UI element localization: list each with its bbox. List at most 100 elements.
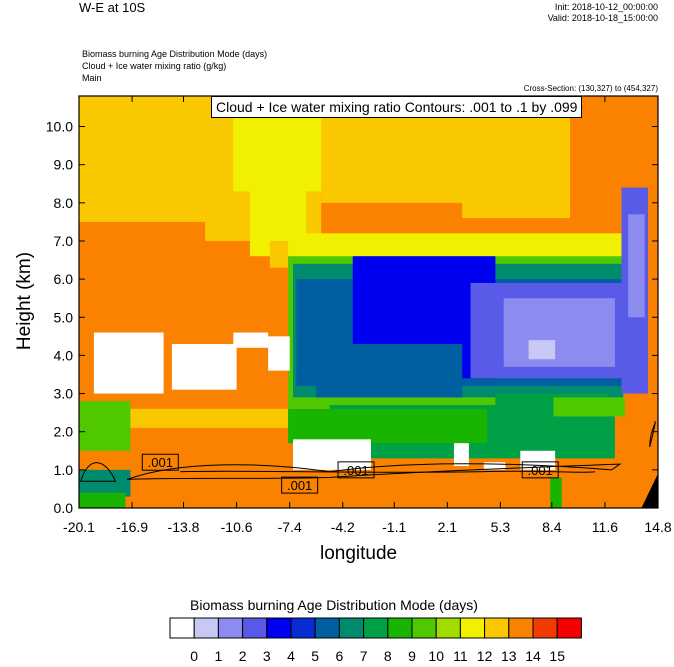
colorbar-swatch <box>193 617 219 639</box>
contour-lines: .001 .001 .001 .001 <box>79 421 656 494</box>
colorbar-swatch <box>290 617 316 639</box>
x-tick-label: -16.9 <box>116 519 148 535</box>
contour-line <box>126 463 622 480</box>
x-tick-label: -4.2 <box>331 519 355 535</box>
colorbar-swatch <box>411 617 437 639</box>
heatmap-cell <box>316 343 463 398</box>
contour-line <box>79 462 117 482</box>
heatmap-cell <box>483 462 506 470</box>
heatmap-cell <box>171 343 237 390</box>
colorbar-swatch <box>387 617 413 639</box>
heatmap-cell <box>79 401 131 451</box>
colorbar-label: 0 <box>190 648 198 664</box>
colorbar-label: 7 <box>360 648 368 664</box>
colorbar-label: 6 <box>336 648 344 664</box>
y-axis-label: Height (km) <box>14 251 35 351</box>
contour-label: .001 <box>337 461 375 479</box>
colorbar-swatch <box>338 617 365 639</box>
y-tick-label: 1.0 <box>54 462 74 478</box>
colorbar-swatch <box>435 617 461 639</box>
valid-time: Valid: 2018-10-18_15:00:00 <box>547 13 658 23</box>
x-tick-label: 2.1 <box>438 519 458 535</box>
y-tick-label: 5.0 <box>54 309 74 325</box>
x-tick-label: 14.8 <box>644 519 671 535</box>
heatmap-cell <box>79 492 126 508</box>
colorbar-label: 8 <box>384 648 392 664</box>
heatmap-cell <box>268 336 290 371</box>
x-tick-label: -20.1 <box>63 519 95 535</box>
contour-label: .001 <box>141 453 179 471</box>
colorbar-label: 10 <box>428 648 444 664</box>
colorbar-swatch <box>242 617 268 639</box>
axes: 0.0 1.0 2.0 3.0 4.0 5.0 6.0 7.0 8.0 9.0 10.0 -20.1 -… <box>46 95 672 535</box>
contour-label: .001 <box>281 476 319 494</box>
subtitle-line-2: Cloud + Ice water mixing ratio (g/kg) <box>82 61 227 71</box>
heatmap-cell <box>93 332 164 394</box>
contour-label: .001 <box>521 461 559 479</box>
y-tick-label: 3.0 <box>54 386 74 402</box>
heatmap-cell <box>550 477 562 508</box>
x-tick-label: 8.4 <box>542 519 562 535</box>
heatmap-cell <box>528 340 556 360</box>
colorbar-label: 9 <box>408 648 416 664</box>
subtitle-line-1: Biomass burning Age Distribution Mode (d… <box>82 49 268 59</box>
y-tick-label: 7.0 <box>54 233 74 249</box>
contour-label-box <box>141 453 179 471</box>
heatmap-cell <box>293 439 371 470</box>
heatmap-cell <box>288 408 488 444</box>
colorbar-swatch <box>217 617 244 639</box>
colorbar-label: 4 <box>287 648 295 664</box>
y-tick-label: 4.0 <box>54 347 74 363</box>
colorbar-swatch <box>459 617 486 639</box>
heatmap-cell <box>453 443 469 467</box>
colorbar-label: 2 <box>239 648 247 664</box>
heatmap-cell <box>79 408 330 428</box>
colorbar: 0 1 2 3 4 5 6 7 8 9 10 11 12 13 14 15 <box>169 617 582 664</box>
colorbar-label: 1 <box>215 648 223 664</box>
x-tick-label: -10.6 <box>221 519 253 535</box>
colorbar-swatch <box>266 617 292 639</box>
colorbar-swatch <box>508 617 534 639</box>
colorbar-swatch <box>363 617 389 639</box>
contour-label-text: .001 <box>343 463 368 478</box>
colorbar-swatch <box>556 617 582 639</box>
y-tick-label: 9.0 <box>54 157 74 173</box>
colorbar-label: 12 <box>477 648 493 664</box>
heatmap-cell <box>79 469 131 497</box>
contour-label-text: .001 <box>287 478 312 493</box>
x-tick-label: -1.1 <box>382 519 406 535</box>
contour-line <box>180 470 596 473</box>
colorbar-label: 3 <box>263 648 271 664</box>
colorbar-label: 15 <box>549 648 565 664</box>
colorbar-label: 13 <box>501 648 517 664</box>
contour-label-text: .001 <box>148 455 173 470</box>
y-tick-label: 6.0 <box>54 271 74 287</box>
heatmap-cell <box>553 397 625 417</box>
contour-label-box <box>521 461 559 479</box>
x-tick-label: 5.3 <box>491 519 511 535</box>
x-axis-label: longitude <box>320 543 398 564</box>
x-tick-label: -7.4 <box>278 519 302 535</box>
cross-section-label: Cross-Section: (130,327) to (454,327) <box>523 84 658 93</box>
heatmap-cell <box>79 96 230 222</box>
colorbar-label: 11 <box>453 648 468 664</box>
terrain-mask <box>641 473 658 508</box>
heatmap-cell <box>628 214 645 318</box>
y-tick-label: 8.0 <box>54 195 74 211</box>
plot-title: W-E at 10S <box>79 0 146 15</box>
subtitle-line-3: Main <box>82 73 102 83</box>
x-tick-label: -13.8 <box>168 519 200 535</box>
contour-info-box: Cloud + Ice water mixing ratio Contours:… <box>211 96 583 118</box>
heatmap-cell <box>233 332 269 348</box>
contour-line <box>649 421 656 448</box>
init-time: Init: 2018-10-12_00:00:00 <box>554 2 658 12</box>
colorbar-swatch <box>314 617 340 639</box>
colorbar-swatch <box>169 617 195 639</box>
y-tick-label: 2.0 <box>54 424 74 440</box>
colorbar-title: Biomass burning Age Distribution Mode (d… <box>190 597 478 613</box>
heatmap-cell <box>503 298 615 367</box>
colorbar-swatch <box>532 617 558 639</box>
x-tick-label: 11.6 <box>592 519 618 535</box>
colorbar-label: 5 <box>311 648 319 664</box>
colorbar-swatch <box>484 617 510 639</box>
